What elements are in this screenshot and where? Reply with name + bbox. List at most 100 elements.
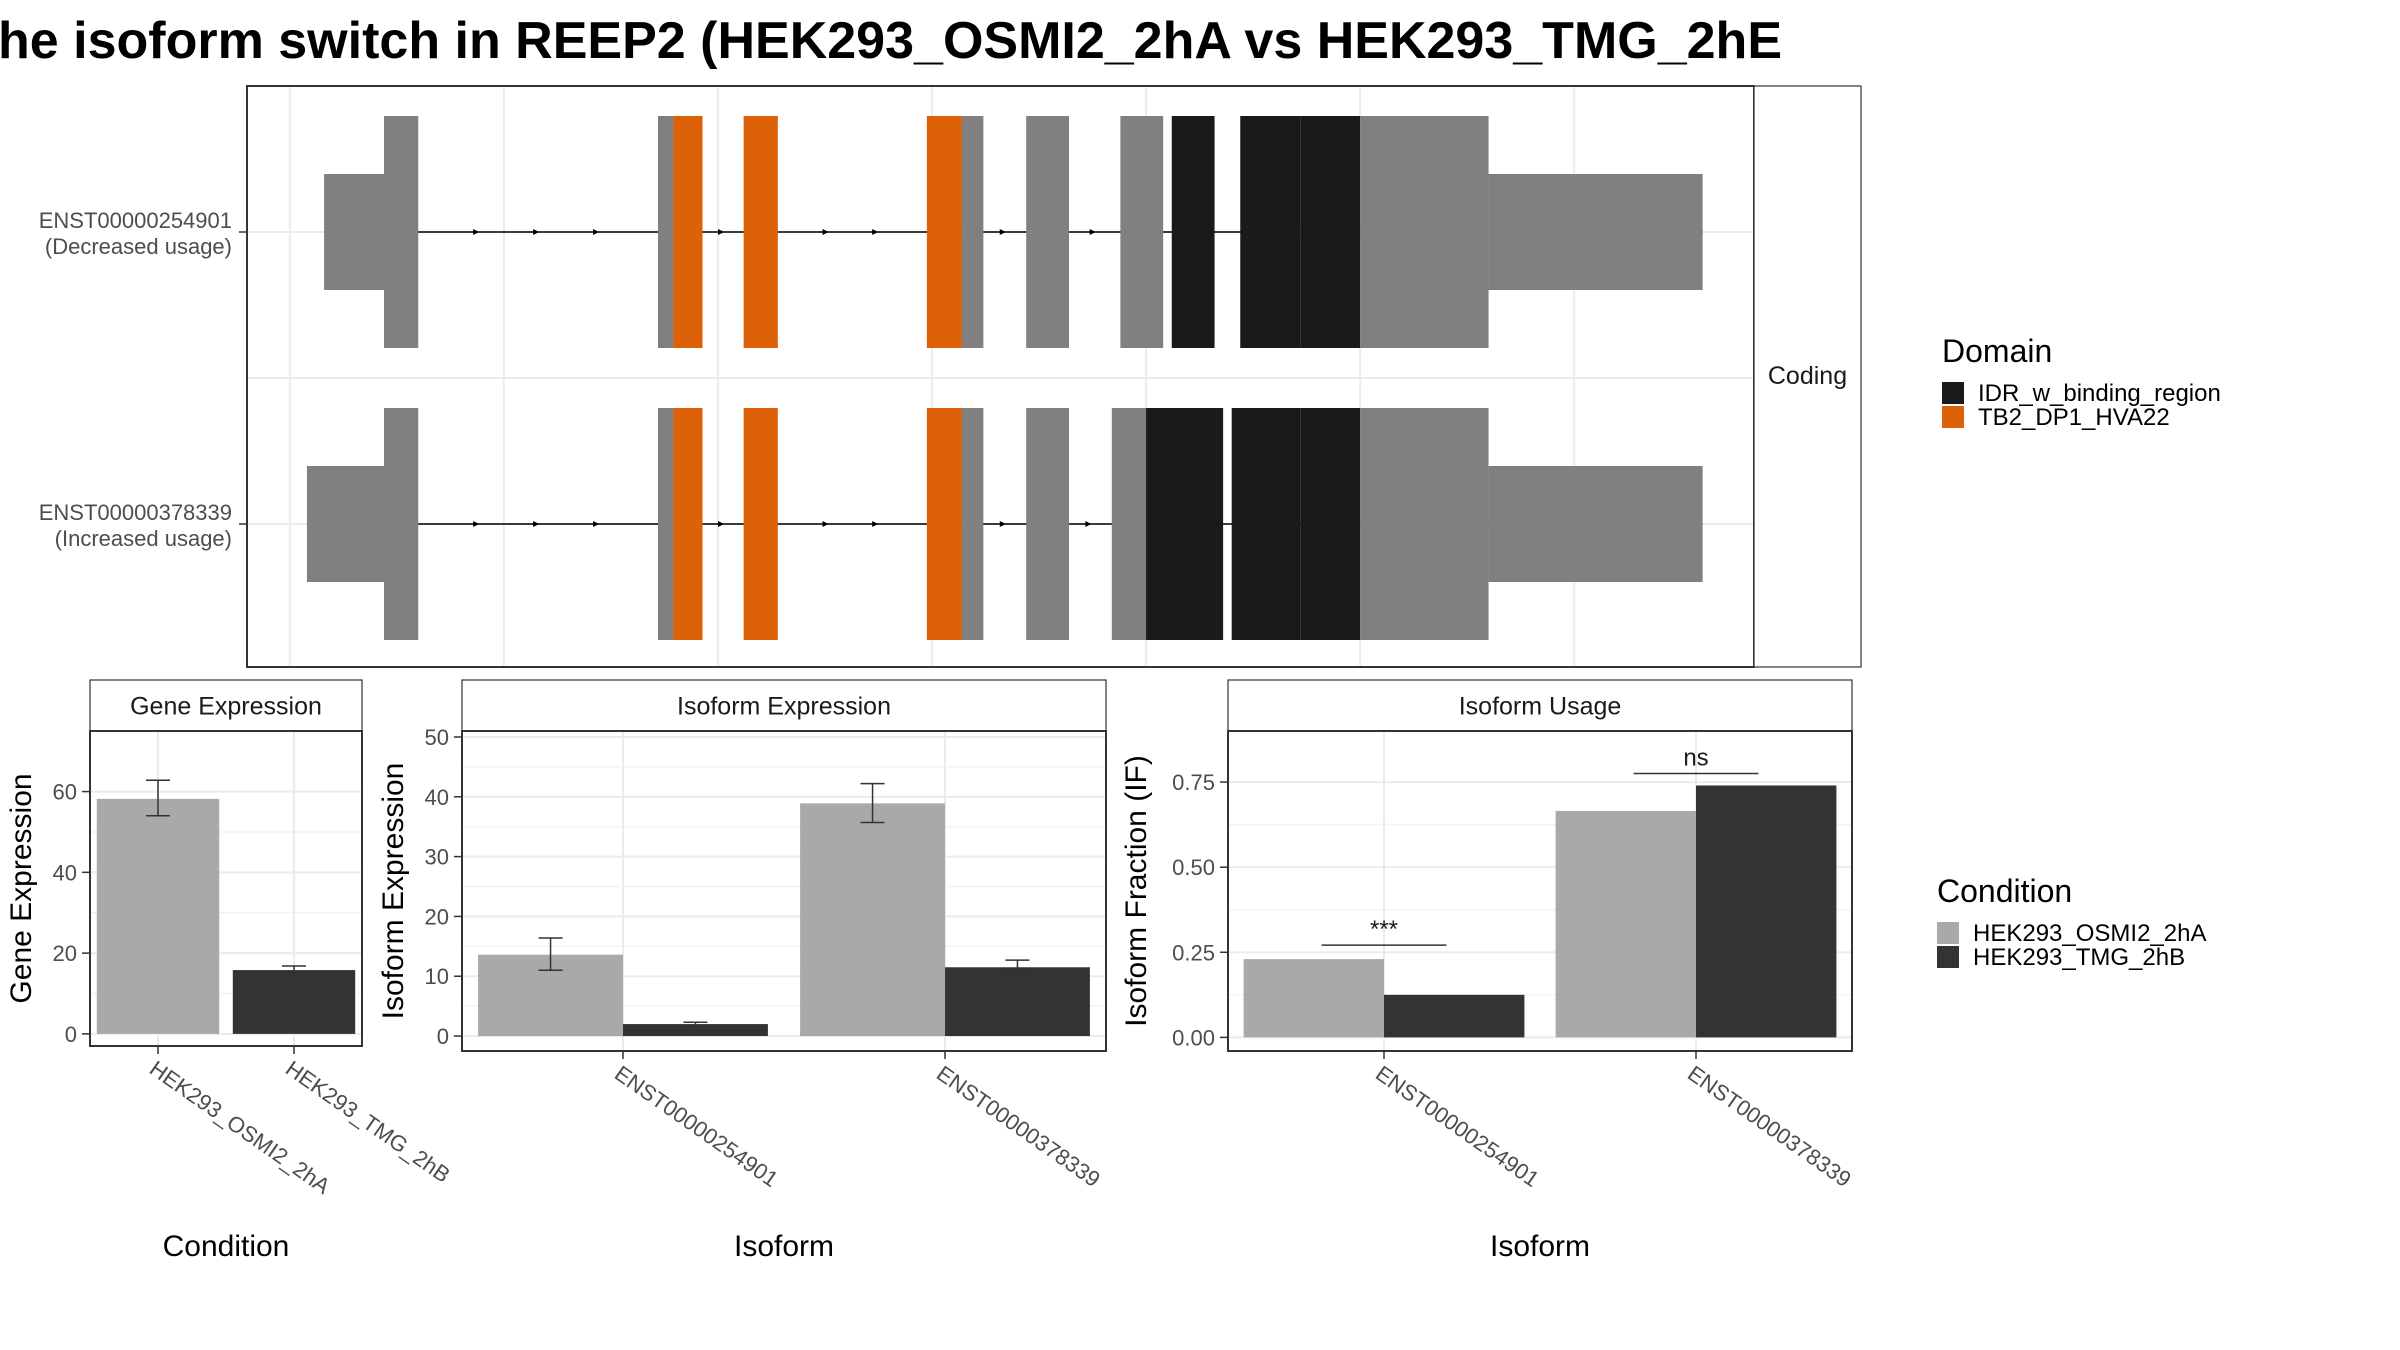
transcript-label-id: ENST00000254901 [39,208,232,233]
intron-arrow [533,229,540,235]
coding-exon [658,408,674,640]
chart-panel-border [461,730,1107,1052]
intron-arrow [872,521,879,527]
domain-legend-key [1942,382,1964,404]
condition-legend-key [1937,922,1959,944]
coding-exon [384,408,419,640]
domain-legend-label: TB2_DP1_HVA22 [1978,404,2170,431]
ytick-label: 0.25 [1172,940,1215,965]
coding-exon [1120,116,1164,348]
coding-exon [961,116,984,348]
coding-exon [1026,408,1069,640]
coding-exon [384,116,419,348]
coding-exon [1402,408,1489,640]
domain-exon-TB2_DP1_HVA22 [926,116,962,348]
ytick-label: 10 [425,964,449,989]
ytick-label: 20 [425,904,449,929]
bar [1696,785,1837,1038]
intron-arrow [473,521,480,527]
xtick-label: ENST00000254901 [1371,1061,1544,1192]
domain-exon-TB2_DP1_HVA22 [743,408,778,640]
chart-title: Isoform Expression [677,693,891,721]
x-axis-label: Isoform [1490,1230,1590,1263]
domain-legend-label: IDR_w_binding_region [1978,380,2221,407]
intron-arrow [533,521,540,527]
x-axis-label: Isoform [734,1230,834,1263]
ytick-label: 50 [425,725,449,750]
domain-exon-TB2_DP1_HVA22 [673,116,703,348]
chart-strip [461,679,1107,732]
intron-arrow [822,521,829,527]
coding-exon [1402,116,1489,348]
transcript-label-usage: (Increased usage) [55,526,232,551]
intron-arrow [999,229,1006,235]
x-axis-label: Condition [163,1230,290,1263]
ytick-label: 0.75 [1172,770,1215,795]
y-axis-label: Isoform Fraction (IF) [1120,755,1153,1027]
xtick-label: ENST00000378339 [932,1061,1105,1192]
intron-arrow [822,229,829,235]
ytick-label: 0.00 [1172,1025,1215,1050]
structure-strip [1753,85,1862,668]
ytick-label: 40 [53,860,77,885]
domain-exon-IDR_w_binding_region [1231,408,1275,640]
bar [1384,994,1525,1038]
structure-strip-label: Coding [1768,362,1847,390]
bar [945,967,1090,1037]
transcript-structure-panel: ENST00000254901(Decreased usage) ENST0000… [39,85,1862,668]
domain-exon-TB2_DP1_HVA22 [673,408,703,640]
domain-exon-TB2_DP1_HVA22 [926,408,962,640]
intron-arrow [718,521,725,527]
bar [1243,959,1384,1038]
intron-arrow [718,229,725,235]
chart-panel-border [1227,730,1853,1052]
domain-exon-IDR_w_binding_region [1274,116,1301,348]
domain-exon-IDR_w_binding_region [1240,116,1275,348]
chart-title: Gene Expression [130,693,322,721]
domain-exon-IDR_w_binding_region [1274,408,1301,640]
figure-title: he isoform switch in REEP2 (HEK293_OSMI2… [0,12,1782,70]
ytick-label: 0 [65,1022,77,1047]
coding-exon [1360,408,1403,640]
domain-exon-IDR_w_binding_region [1146,408,1224,640]
xtick-label: ENST00000378339 [1683,1061,1856,1192]
ytick-label: 60 [53,780,77,805]
utr-exon [1488,174,1703,290]
y-axis-label: Gene Expression [5,773,38,1003]
isoform-expression-chart: Isoform Expression 0 10 20 30 40 50 ENST0000025… [377,679,1107,1263]
intron-arrow [872,229,879,235]
chart-strip [1227,679,1853,732]
significance-label: *** [1370,916,1398,943]
bar [232,970,356,1034]
domain-exon-TB2_DP1_HVA22 [743,116,778,348]
coding-exon [658,116,674,348]
transcript-label-id: ENST00000378339 [39,500,232,525]
ytick-label: 20 [53,941,77,966]
domain-legend-title: Domain [1942,333,2052,369]
domain-exon-IDR_w_binding_region [1300,116,1361,348]
utr-exon [306,466,384,582]
chart-panel-border [89,730,363,1047]
transcript-label-usage: (Decreased usage) [45,234,232,259]
intron-arrow [593,521,600,527]
coding-exon [1360,116,1403,348]
domain-legend-key [1942,406,1964,428]
domain-exon-IDR_w_binding_region [1300,408,1361,640]
intron-arrow [473,229,480,235]
bar [1555,811,1696,1038]
intron-arrow [1089,229,1096,235]
y-axis-label: Isoform Expression [377,763,410,1020]
significance-label: ns [1683,744,1708,771]
utr-exon [1488,466,1703,582]
condition-legend-key [1937,946,1959,968]
chart-title: Isoform Usage [1459,693,1622,721]
condition-legend-label: HEK293_OSMI2_2hA [1973,920,2206,947]
isoform-usage-chart: Isoform Usage 0.00 0.25 0.50 0.75 *** ns ENST00… [1120,679,1856,1263]
coding-exon [1111,408,1147,640]
xtick-label: ENST00000254901 [610,1061,783,1192]
intron-arrow [1085,521,1092,527]
chart-strip [89,679,363,732]
